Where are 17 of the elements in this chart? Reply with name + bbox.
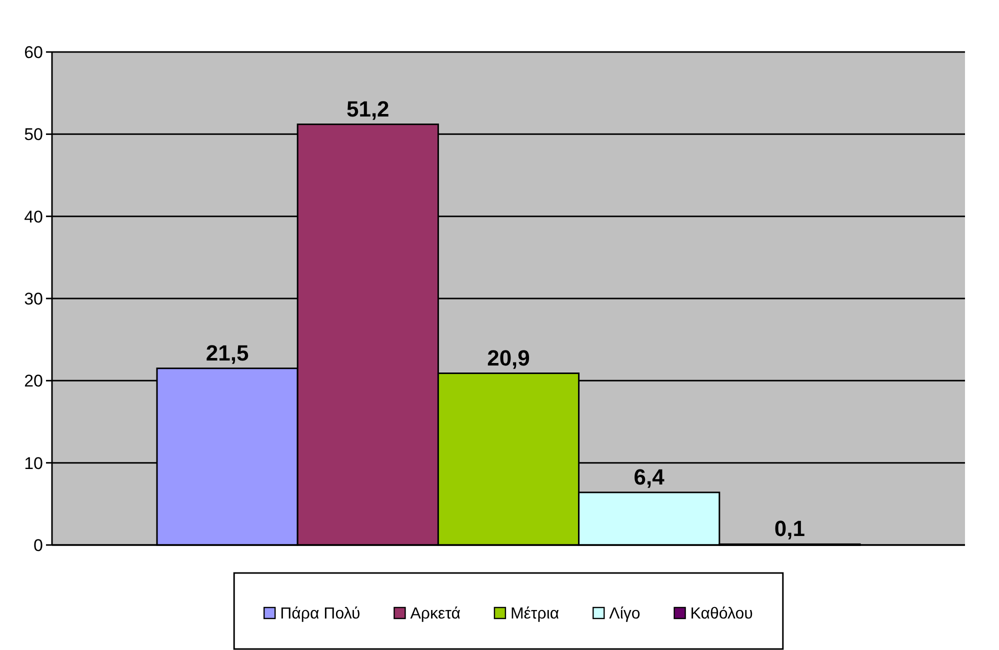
data-label: 21,5: [206, 340, 249, 366]
y-tick-label: 10: [24, 454, 43, 473]
y-tick-label: 20: [24, 372, 43, 391]
y-tick-label: 40: [24, 207, 43, 226]
legend-label: Λίγο: [609, 606, 640, 623]
data-label: 0,1: [774, 516, 805, 542]
y-tick-label: 60: [24, 42, 43, 62]
legend-label: Μέτρια: [510, 606, 560, 623]
data-label: 51,2: [346, 96, 390, 122]
y-tick-label: 0: [34, 536, 43, 555]
legend-label: Αρκετά: [410, 606, 460, 623]
legend-label: Πάρα Πολύ: [280, 606, 360, 623]
data-label: 6,4: [634, 464, 666, 490]
y-tick-label: 30: [24, 289, 43, 308]
y-tick-label: 50: [24, 125, 43, 144]
data-label: 20,9: [487, 345, 530, 370]
legend-label: Καθόλου: [690, 606, 753, 623]
